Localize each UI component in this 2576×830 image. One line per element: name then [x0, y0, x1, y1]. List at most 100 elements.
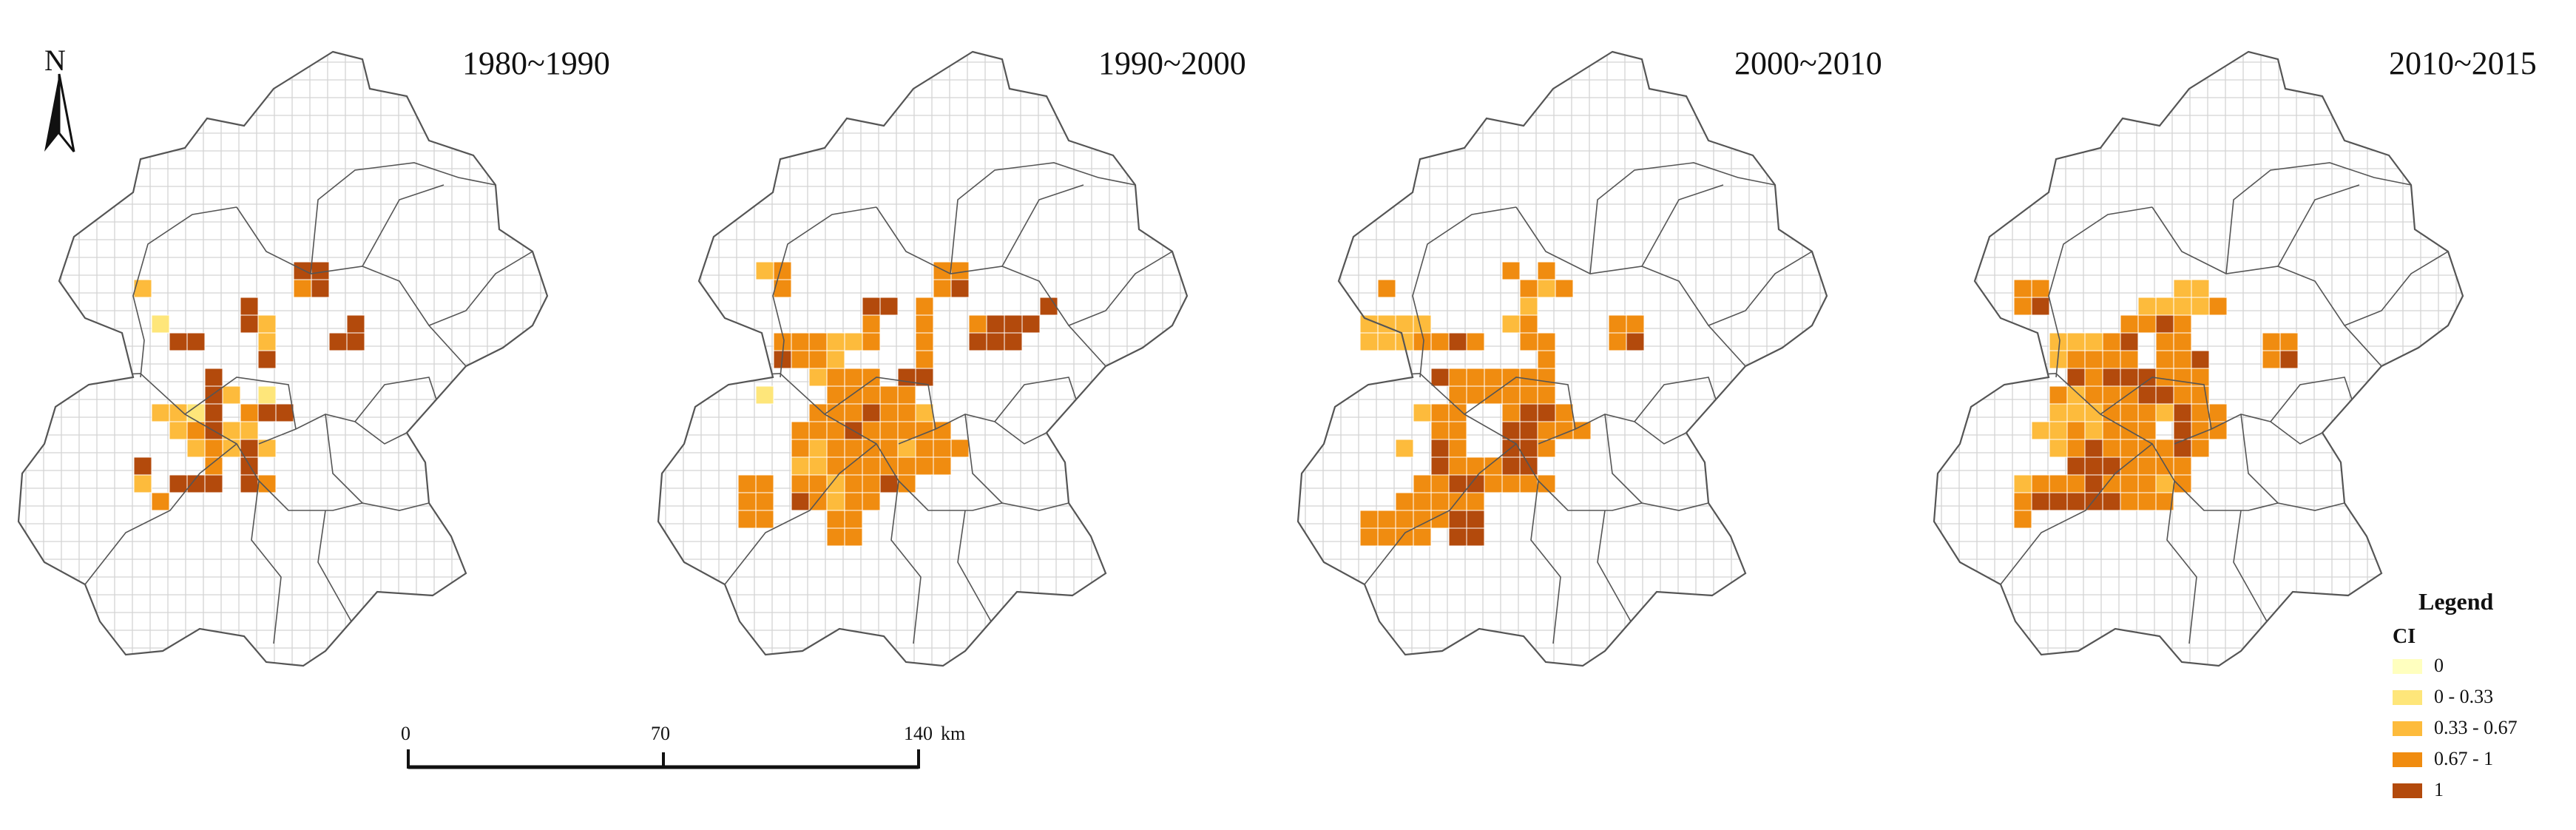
ci-cell	[2137, 385, 2157, 405]
outer-boundary	[657, 50, 1189, 667]
ci-cell	[1413, 527, 1432, 547]
ci-cell	[2191, 439, 2210, 458]
ci-cell	[826, 403, 845, 422]
ci-cell	[862, 332, 881, 351]
ci-cell	[240, 474, 259, 493]
ci-cell	[1430, 474, 1450, 493]
ci-cell	[915, 314, 934, 334]
ci-cell	[240, 456, 259, 476]
ci-cell	[1430, 403, 1450, 422]
ci-cell	[968, 314, 987, 334]
map-canvas	[1933, 50, 2464, 667]
ci-cell	[826, 439, 845, 458]
ci-cell	[1537, 403, 1556, 422]
ci-cells	[133, 261, 365, 511]
ci-cells	[737, 261, 1058, 547]
ci-cell	[2066, 456, 2086, 476]
ci-cell	[755, 385, 774, 405]
ci-cell	[2120, 368, 2139, 387]
ci-cell	[2120, 456, 2139, 476]
ci-cell	[2102, 332, 2121, 351]
ci-cell	[862, 492, 881, 511]
ci-cell	[791, 350, 810, 369]
ci-cell	[169, 421, 188, 440]
ci-cell	[2191, 297, 2210, 316]
ci-cell	[2031, 421, 2050, 440]
ci-cell	[1448, 421, 1467, 440]
ci-cell	[2155, 332, 2174, 351]
ci-cell	[986, 314, 1005, 334]
ci-cell	[311, 261, 330, 280]
ci-cell	[1484, 368, 1503, 387]
ci-cell	[257, 385, 277, 405]
legend-label: 1	[2434, 779, 2444, 800]
ci-cell	[2173, 279, 2192, 298]
ci-cell	[2137, 421, 2157, 440]
ci-cell	[1519, 385, 1538, 405]
ci-cell	[755, 474, 774, 493]
north-arrow-label: N	[44, 44, 66, 77]
ci-cell	[204, 368, 223, 387]
ci-cell	[1555, 279, 1574, 298]
ci-cell	[844, 492, 863, 511]
ci-cell	[293, 261, 312, 280]
ci-cell	[933, 456, 952, 476]
ci-cell	[844, 403, 863, 422]
ci-cell	[844, 332, 863, 351]
ci-cell	[2066, 474, 2086, 493]
ci-cell	[2084, 403, 2103, 422]
ci-cell	[2155, 456, 2174, 476]
ci-cell	[2066, 385, 2086, 405]
ci-cell	[915, 332, 934, 351]
ci-cell	[1501, 474, 1521, 493]
ci-cell	[311, 279, 330, 298]
ci-cell	[1519, 368, 1538, 387]
ci-cell	[1572, 421, 1592, 440]
ci-cell	[2084, 474, 2103, 493]
outer-boundary	[1297, 50, 1828, 667]
ci-cell	[791, 456, 810, 476]
map-panel-1980-1990: 1980~1990	[15, 30, 629, 718]
ci-cell	[222, 421, 241, 440]
ci-cell	[986, 332, 1005, 351]
ci-cell	[186, 439, 206, 458]
map-panel-2010-2015: 2010~2015	[1930, 30, 2544, 718]
ci-cell	[1413, 492, 1432, 511]
scale-bar-line	[407, 749, 920, 769]
ci-cell	[737, 492, 757, 511]
ci-cell	[791, 439, 810, 458]
ci-cell	[2066, 421, 2086, 440]
ci-cell	[186, 332, 206, 351]
grid-layer	[18, 52, 547, 666]
ci-cell	[169, 474, 188, 493]
ci-cell	[1448, 332, 1467, 351]
ci-cell	[222, 385, 241, 405]
ci-cell	[1413, 510, 1432, 529]
ci-cell	[1537, 261, 1556, 280]
ci-cell	[2120, 314, 2139, 334]
legend-item: 0.33 - 0.67	[2393, 717, 2570, 740]
legend-field: CI	[2393, 625, 2416, 648]
ci-cell	[2084, 456, 2103, 476]
legend-label: 0 - 0.33	[2434, 686, 2494, 707]
legend-swatch	[2393, 690, 2422, 705]
ci-cell	[2173, 332, 2192, 351]
ci-cell	[2066, 439, 2086, 458]
ci-cell	[808, 403, 828, 422]
ci-cell	[2208, 297, 2228, 316]
ci-cell	[1537, 474, 1556, 493]
map-canvas	[17, 50, 549, 667]
ci-cell	[1519, 314, 1538, 334]
ci-cell	[862, 403, 881, 422]
ci-cell	[897, 456, 916, 476]
ci-cell	[1359, 510, 1379, 529]
ci-cell	[257, 439, 277, 458]
ci-cell	[879, 421, 899, 440]
ci-cell	[2173, 385, 2192, 405]
panel-title: 2000~2010	[1734, 45, 1882, 81]
ci-cell	[1448, 368, 1467, 387]
ci-cell	[2155, 403, 2174, 422]
ci-cell	[1466, 492, 1485, 511]
legend: Legend CI 0 0 - 0.33 0.33 - 0.67 0.67 - …	[2378, 588, 2570, 825]
ci-cell	[808, 421, 828, 440]
